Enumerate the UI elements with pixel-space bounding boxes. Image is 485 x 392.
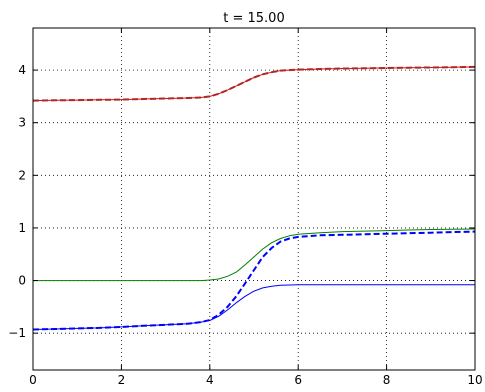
y-tick-label: 2	[18, 168, 26, 182]
axes-layer	[32, 27, 476, 371]
series-layer	[32, 65, 476, 331]
y-tick-label: −1	[8, 326, 26, 340]
y-tick-label: 4	[18, 63, 26, 77]
grid-layer	[33, 28, 475, 370]
x-tick-label: 4	[206, 373, 214, 387]
series-line-2	[32, 65, 476, 102]
series-line-1	[32, 66, 476, 102]
x-tick-label: 0	[29, 373, 37, 387]
x-tick-label: 10	[467, 373, 482, 387]
y-tick-label: 3	[18, 116, 26, 130]
series-line-3	[33, 228, 476, 282]
series-line-5	[32, 284, 475, 330]
y-tick-label: 0	[18, 274, 26, 288]
chart-title: t = 15.00	[223, 11, 284, 26]
y-tick-label: 1	[18, 221, 26, 235]
plot-frame	[32, 27, 476, 371]
x-tick-label: 8	[383, 373, 391, 387]
ticks-layer: 0 2 4 6 8 10 −1 0 1 2 3 4	[8, 28, 483, 387]
x-tick-label: 2	[118, 373, 126, 387]
x-tick-label: 6	[294, 373, 302, 387]
